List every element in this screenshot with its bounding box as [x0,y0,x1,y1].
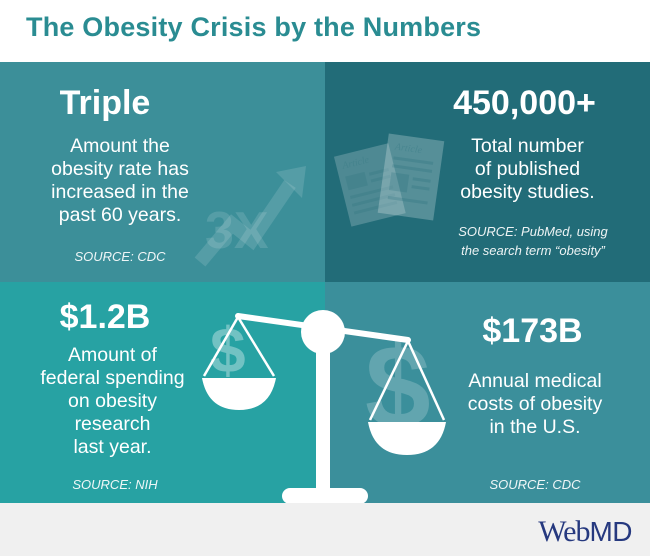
logo-web: Web [538,515,590,548]
stat-panel-medical-costs: $ $173B Annual medical costs of obesity … [325,282,650,503]
description-line: research [74,413,151,435]
source-label: SOURCE: CDC [74,249,166,264]
stat-description: Amount of federal spending on obesity re… [25,344,200,459]
stat-panel-triple: 3X Triple Amount the obesity rate has in… [0,62,325,282]
header: The Obesity Crisis by the Numbers [0,0,650,62]
stat-value: 450,000+ [453,84,596,122]
stat-panel-studies: Article Article 450,000+ Total number of… [325,62,650,282]
description-line: increased in the [51,181,189,203]
source-label: SOURCE: NIH [72,477,158,492]
dollar-graphic: $ [365,321,431,453]
description-line: obesity rate has [51,158,189,180]
stat-panel-federal-spending: $1.2B Amount of federal spending on obes… [0,282,325,503]
description-line: federal spending [40,367,185,389]
source-line: SOURCE: PubMed, using [458,224,608,239]
description-line: Amount of [68,344,157,366]
stat-value: $1.2B [59,298,151,336]
source-label: SOURCE: CDC [489,477,581,492]
description-line: in the U.S. [489,416,581,438]
description-line: obesity studies. [460,181,595,203]
description-line: on obesity [68,390,157,412]
logo-md: MD [589,516,632,547]
trend-arrow-icon: 3X [194,166,306,267]
description-line: past 60 years. [58,204,182,226]
page-title: The Obesity Crisis by the Numbers [26,12,482,42]
description-line: Annual medical [468,370,602,392]
article-label: Article [393,141,423,156]
stat-value: Triple [59,84,151,122]
stat-description: Amount the obesity rate has increased in… [25,135,215,227]
stat-description: Annual medical costs of obesity in the U… [455,370,615,439]
source-label: SOURCE: PubMed, using the search term “o… [433,222,633,260]
documents-icon: Article Article [333,133,445,227]
stat-description: Total number of published obesity studie… [440,135,615,204]
description-line: last year. [73,436,152,458]
footer: WebMD [0,503,650,556]
description-line: Total number [471,135,584,157]
description-line: of published [474,158,581,180]
webmd-logo: WebMD [538,515,632,549]
three-x-graphic: 3X [205,202,269,260]
description-line: Amount the [70,135,170,157]
source-line: the search term “obesity” [461,243,605,258]
description-line: costs of obesity [467,393,603,415]
stat-value: $173B [482,312,583,350]
